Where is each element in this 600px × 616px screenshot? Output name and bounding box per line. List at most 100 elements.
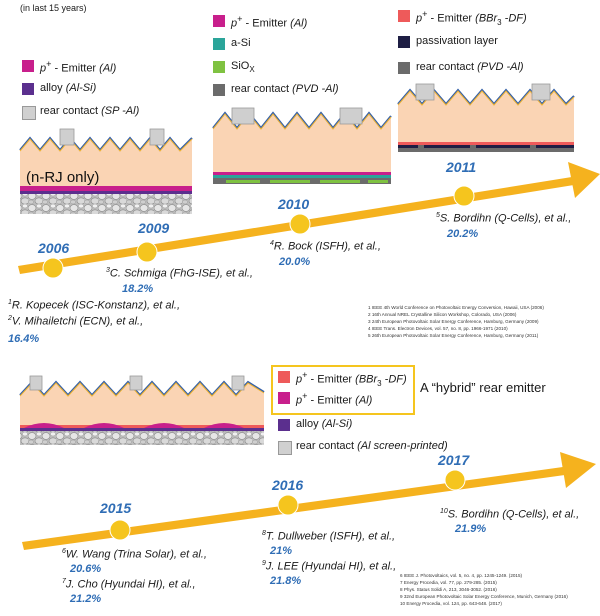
cell-structure-1 [19, 128, 193, 214]
legend4-alloy-label: alloy [296, 418, 322, 430]
legend4-emitter2-pre: p [296, 394, 303, 407]
legend2-rear: rear contact (PVD -Al) [231, 83, 339, 95]
rear-contact-pvd-swatch-3 [398, 62, 410, 74]
legend1-emitter: p+ - Emitter (Al) [40, 59, 116, 75]
emitter-bbr3-swatch-4 [278, 371, 290, 383]
legend4-alloy-italic: (Al-Si) [321, 418, 353, 430]
rear-contact-spal-swatch [22, 106, 36, 120]
legend2-rear-italic: (PVD -Al) [292, 83, 339, 95]
cite-2006-b-sup: 2 [8, 315, 12, 322]
legend3-emitter-italic: (BBr [475, 12, 498, 25]
legend1-emitter-pre: p [40, 62, 47, 75]
hybrid-emitter-box [271, 365, 415, 415]
ref-8: 8 Phys. Status Solidi A, 213, 3046-3052.… [400, 587, 497, 592]
ref-4: 4 IEEE Trans. Electron Devices, vol. 57,… [368, 326, 508, 331]
cite-2017: 10S. Bordihn (Q-Cells), et al., [440, 508, 579, 521]
emitter-bbr3-swatch [398, 10, 410, 22]
legend4-emitter2-italic: (Al) [355, 394, 373, 407]
rear-contact-pvd-swatch [213, 84, 225, 96]
legend4-emitter1-mid: - Emitter [307, 373, 356, 386]
ref-7: 7 Energy Procedia, vol. 77, pp. 279-285.… [400, 580, 497, 585]
ref-3: 3 24th European Photovoltaic Solar Energ… [368, 319, 539, 324]
legend2-siox: SiOX [231, 60, 255, 74]
legend1-alloy-label: alloy [40, 82, 66, 94]
cite-2016-b-sup: 9 [262, 560, 266, 567]
legend1-emitter-sup: + [46, 59, 52, 69]
year-2010: 2010 [278, 196, 310, 212]
cite-2016-a-text: T. Dullweber (ISFH), et al., [265, 530, 396, 543]
cite-2015-b: 7J. Cho (Hyundai HI), et al., [62, 578, 196, 591]
legend4-rear-italic: (Al screen-printed) [357, 440, 448, 452]
hybrid-label: A “hybrid” rear emitter [420, 380, 546, 395]
cite-2009-sup: 3 [106, 267, 110, 274]
year-2015: 2015 [100, 500, 132, 516]
year-2011: 2011 [446, 159, 477, 175]
legend1-rear-italic: (SP -Al) [101, 105, 140, 117]
year-2009: 2009 [138, 220, 170, 236]
legend3-rear-label: rear contact [416, 61, 478, 73]
cite-2010: 4R. Bock (ISFH), et al., [270, 240, 381, 253]
header-note: (in last 15 years) [20, 3, 87, 13]
legend2-emitter-pre: p [231, 17, 238, 30]
legend1-emitter-italic: (Al) [99, 62, 117, 75]
cite-2009-text: C. Schmiga (FhG-ISE), et al., [109, 267, 253, 280]
cite-2010-sup: 4 [270, 240, 274, 247]
legend3-emitter-pre: p [416, 12, 423, 25]
ref-5: 5 26th European Photovoltaic Solar Energ… [368, 333, 539, 338]
legend1-alloy-italic: (Al-Si) [65, 82, 97, 94]
legend4-emitter1-tail: -DF) [381, 373, 407, 386]
cite-2015-a-sup: 6 [62, 548, 66, 555]
legend2-rear-label: rear contact [231, 83, 293, 95]
emitter-al-swatch [22, 60, 34, 72]
year-2016: 2016 [272, 477, 304, 493]
eff-2017: 21.9% [455, 523, 487, 535]
cite-2015-b-text: J. Cho (Hyundai HI), et al., [65, 578, 196, 591]
ref-6: 6 IEEE J. Photovoltaics, vol. 5, no. 4, … [400, 573, 523, 578]
references-1: 1 IEEE 4th World Conference on Photovolt… [368, 304, 544, 339]
legend2-siox-sub: X [249, 65, 255, 75]
legend2-emitter-sup: + [237, 14, 243, 24]
legend4-emitter2-mid: - Emitter [307, 394, 356, 407]
year-2006: 2006 [38, 240, 70, 256]
legend4-rear: rear contact (Al screen-printed) [296, 440, 448, 452]
ref-9: 9 32nd European Photovoltaic Solar Energ… [400, 594, 568, 599]
legend1-alloy: alloy (Al-Si) [40, 82, 96, 94]
eff-2009: 18.2% [122, 283, 154, 295]
cite-2015-a-text: W. Wang (Trina Solar), et al., [65, 548, 207, 561]
legend3-emitter: p+ - Emitter (BBr3 -DF) [416, 9, 527, 27]
cell-structure-4 [19, 375, 265, 445]
legend1-rear-label: rear contact [40, 105, 102, 117]
eff-2015-b: 21.2% [70, 593, 102, 605]
cite-2016-a: 8T. Dullweber (ISFH), et al., [262, 530, 395, 543]
cite-2011: 5S. Bordihn (Q-Cells), et al., [436, 212, 571, 225]
legend4-emitter1: p+ - Emitter (BBr3 -DF) [296, 370, 407, 388]
legend3-emitter-sub: 3 [497, 17, 502, 27]
cite-2015-a: 6W. Wang (Trina Solar), et al., [62, 548, 207, 561]
cite-2011-sup: 5 [436, 212, 440, 219]
legend4-emitter2: p+ - Emitter (Al) [296, 391, 372, 407]
legend2-emitter-italic: (Al) [290, 17, 308, 30]
cite-2016-a-sup: 8 [262, 530, 266, 537]
ref-10: 10 Energy Procedia, vol. 124, pp. 643-64… [400, 601, 502, 606]
cite-2017-text: S. Bordihn (Q-Cells), et al., [447, 508, 580, 521]
nrj-label: (n-RJ only) [26, 169, 100, 186]
eff-2010: 20.0% [279, 256, 311, 268]
legend2-emitter-mid: - Emitter [242, 17, 291, 30]
eff-2006: 16.4% [8, 333, 40, 345]
legend2-emitter: p+ - Emitter (Al) [231, 14, 307, 30]
legend1-rear: rear contact (SP -Al) [40, 105, 139, 117]
legend3-rear: rear contact (PVD -Al) [416, 61, 524, 73]
legend3-emitter-sup: + [422, 9, 428, 19]
cite-2006-b: 2V. Mihailetchi (ECN), et al., [8, 315, 143, 328]
eff-2015-a: 20.6% [70, 563, 102, 575]
eff-2011: 20.2% [447, 228, 479, 240]
legend4-emitter1-italic: (BBr [355, 373, 378, 386]
references-2: 6 IEEE J. Photovoltaics, vol. 5, no. 4, … [400, 572, 568, 607]
legend4-emitter1-sub: 3 [377, 378, 382, 388]
legend4-alloy: alloy (Al-Si) [296, 418, 352, 430]
cite-2006-a-text: R. Kopecek (ISC-Konstanz), et al., [11, 299, 181, 312]
legend1-emitter-mid: - Emitter [51, 62, 100, 75]
ref-1: 1 IEEE 4th World Conference on Photovolt… [368, 305, 544, 310]
cite-2011-text: S. Bordihn (Q-Cells), et al., [439, 212, 572, 225]
